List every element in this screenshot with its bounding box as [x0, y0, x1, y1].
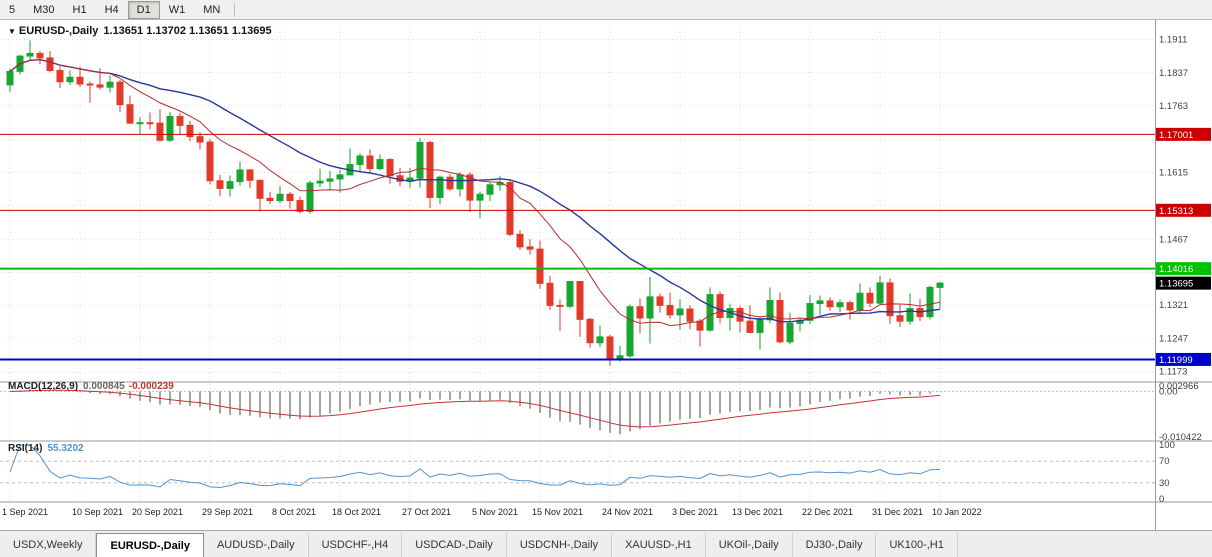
candles-layer — [6, 40, 944, 366]
svg-text:1.14016: 1.14016 — [1159, 264, 1193, 275]
chart-ohlc-values: 1.13651 1.13702 1.13651 1.13695 — [103, 25, 272, 37]
rsi-line — [9, 444, 941, 489]
svg-text:1.15313: 1.15313 — [1159, 206, 1193, 217]
svg-text:24 Nov 2021: 24 Nov 2021 — [602, 507, 653, 517]
macd-signal-line — [9, 389, 941, 428]
timeframe-toolbar: 5 M30 H1 H4 D1 W1 MN — [0, 0, 1212, 20]
svg-text:10 Jan 2022: 10 Jan 2022 — [932, 507, 982, 517]
price-badge-1.17001: 1.17001 — [1156, 127, 1211, 141]
macd-name: MACD(12,26,9) — [8, 381, 79, 392]
rsi-name: RSI(14) — [8, 443, 43, 454]
svg-text:-0.010422: -0.010422 — [1159, 432, 1202, 443]
svg-text:10 Sep 2021: 10 Sep 2021 — [72, 507, 123, 517]
toolbar-separator — [234, 2, 236, 17]
chart-symbol: EURUSD-,Daily — [18, 25, 99, 37]
svg-text:1.1467: 1.1467 — [1159, 234, 1188, 245]
chart-tab-ukoil-daily[interactable]: UKOil-,Daily — [706, 533, 793, 557]
chart-tab-uk100-h1[interactable]: UK100-,H1 — [876, 533, 958, 557]
chart-tab-xauusd-h1[interactable]: XAUUSD-,H1 — [612, 533, 706, 557]
svg-text:1.1615: 1.1615 — [1159, 168, 1188, 179]
grid-layer — [0, 24, 1155, 502]
chart-tab-eurusd-daily[interactable]: EURUSD-,Daily — [96, 533, 204, 557]
svg-text:1.1173: 1.1173 — [1159, 367, 1187, 378]
svg-text:0.002966: 0.002966 — [1159, 381, 1199, 392]
svg-text:0: 0 — [1159, 494, 1164, 505]
rsi-panel — [0, 444, 1155, 489]
svg-text:100: 100 — [1159, 440, 1175, 451]
price-chart-canvas[interactable]: 1.1911 1.1837 1.1763 1.1615 1.1467 1.1321 1.12… — [0, 20, 1212, 530]
timeframe-button-d1[interactable]: D1 — [127, 0, 160, 19]
svg-text:1 Sep 2021: 1 Sep 2021 — [2, 507, 48, 517]
svg-text:3 Dec 2021: 3 Dec 2021 — [672, 507, 718, 517]
svg-text:8 Oct 2021: 8 Oct 2021 — [272, 507, 316, 517]
svg-text:1.11999: 1.11999 — [1159, 355, 1193, 366]
svg-text:70: 70 — [1159, 456, 1170, 467]
chart-tab-usdcad-daily[interactable]: USDCAD-,Daily — [402, 533, 507, 557]
timeframe-button-h1[interactable]: H1 — [64, 1, 96, 19]
price-badge-1.15313: 1.15313 — [1156, 203, 1211, 217]
timeframe-button-m30[interactable]: M30 — [24, 1, 63, 19]
svg-text:29 Sep 2021: 29 Sep 2021 — [202, 507, 253, 517]
svg-text:5 Nov 2021: 5 Nov 2021 — [472, 507, 518, 517]
timeframe-button-mn[interactable]: MN — [194, 1, 229, 19]
rsi-label: RSI(14) 55.3202 — [8, 443, 84, 454]
chart-collapse-icon[interactable]: ▼ — [8, 27, 16, 36]
svg-text:20 Sep 2021: 20 Sep 2021 — [132, 507, 183, 517]
chart-title: ▼ EURUSD-,Daily 1.13651 1.13702 1.13651 1.… — [8, 25, 272, 37]
price-badge-1.11999: 1.11999 — [1156, 352, 1211, 366]
svg-text:1.1247: 1.1247 — [1159, 333, 1188, 344]
svg-text:13 Dec 2021: 13 Dec 2021 — [732, 507, 783, 517]
chart-tab-usdx-weekly[interactable]: USDX,Weekly — [0, 533, 97, 557]
price-axis: 1.1911 1.1837 1.1763 1.1615 1.1467 1.1321 1.12… — [1155, 20, 1211, 530]
price-badge-1.14016: 1.14016 — [1156, 262, 1211, 276]
svg-text:1.1763: 1.1763 — [1159, 101, 1188, 112]
chart-tab-dj30-daily[interactable]: DJ30-,Daily — [793, 533, 877, 557]
timeframe-button-5[interactable]: 5 — [0, 1, 24, 19]
timeframe-button-w1[interactable]: W1 — [160, 1, 195, 19]
svg-text:15 Nov 2021: 15 Nov 2021 — [532, 507, 583, 517]
chart-tab-audusd-daily[interactable]: AUDUSD-,Daily — [204, 533, 309, 557]
svg-text:1.1911: 1.1911 — [1159, 34, 1187, 45]
chart-window: 1.1911 1.1837 1.1763 1.1615 1.1467 1.1321 1.12… — [0, 20, 1212, 530]
svg-text:1.13695: 1.13695 — [1159, 279, 1193, 290]
svg-text:1.1321: 1.1321 — [1159, 300, 1188, 311]
svg-text:31 Dec 2021: 31 Dec 2021 — [872, 507, 923, 517]
svg-text:22 Dec 2021: 22 Dec 2021 — [802, 507, 853, 517]
chart-tab-usdchf-h4[interactable]: USDCHF-,H4 — [309, 533, 403, 557]
svg-text:1.1837: 1.1837 — [1159, 68, 1188, 79]
time-axis: 1 Sep 2021 10 Sep 2021 20 Sep 2021 29 Sep 2… — [2, 507, 982, 517]
svg-text:0.00: 0.00 — [1159, 386, 1178, 397]
macd-panel — [0, 388, 1155, 435]
macd-main-value: 0.000845 — [83, 381, 125, 392]
ma-slow-line — [9, 58, 941, 323]
timeframe-button-h4[interactable]: H4 — [96, 1, 128, 19]
svg-text:18 Oct 2021: 18 Oct 2021 — [332, 507, 381, 517]
svg-text:1.17001: 1.17001 — [1159, 130, 1193, 141]
svg-text:27 Oct 2021: 27 Oct 2021 — [402, 507, 451, 517]
macd-label: MACD(12,26,9) 0.000845 -0.000239 — [8, 381, 174, 392]
chart-tabs: USDX,Weekly EURUSD-,Daily AUDUSD-,Daily USD… — [0, 530, 1212, 557]
macd-signal-value: -0.000239 — [128, 381, 174, 392]
price-badge-1.13695: 1.13695 — [1156, 276, 1211, 290]
rsi-value: 55.3202 — [47, 443, 84, 454]
chart-tab-usdcnh-daily[interactable]: USDCNH-,Daily — [507, 533, 613, 557]
svg-text:30: 30 — [1159, 478, 1170, 489]
ma-fast-line — [9, 59, 941, 327]
